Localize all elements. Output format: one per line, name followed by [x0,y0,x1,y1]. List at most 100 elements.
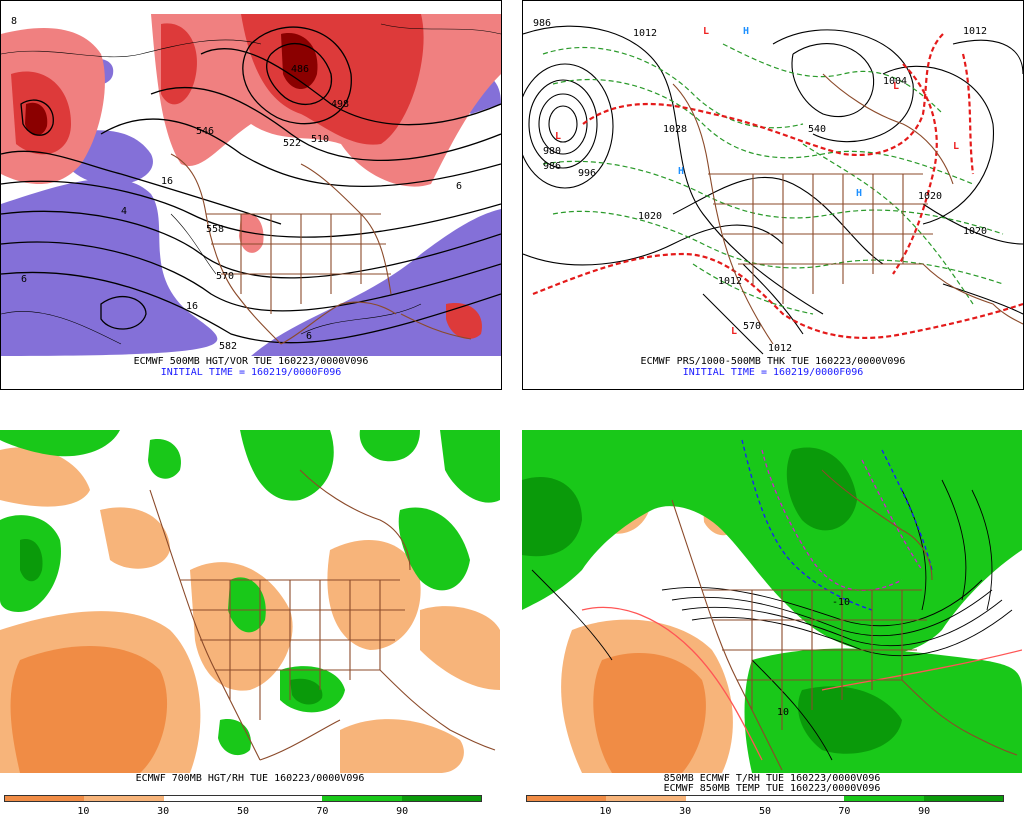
svg-text:-10: -10 [832,597,850,608]
svg-text:980: 980 [543,146,561,157]
rh-gap [580,569,609,604]
political-borders [671,469,1018,771]
panel-500mb-hgt-vor: 522 546 558 570 582 498 510 486 6 6 16 1… [0,0,502,390]
svg-text:1012: 1012 [718,276,742,287]
rh-dry-area [0,447,90,507]
svg-text:16: 16 [161,176,173,187]
svg-text:6: 6 [456,181,462,192]
political-borders [672,73,1023,345]
pressure-centers: H H H L L L L L [555,26,959,337]
svg-text:558: 558 [206,224,224,235]
rh-moist-area [228,577,266,633]
rh-moist-area [359,430,420,462]
panel-pressure-thickness: 986 1012 1028 1004 1012 1020 1020 1012 1… [522,0,1024,390]
vorticity-contours [1,23,501,345]
high-pressure-symbol: H [678,166,684,177]
svg-text:498: 498 [331,99,349,110]
isobar-labels: 986 1012 1028 1004 1012 1020 1020 1012 1… [533,18,987,354]
svg-text:4: 4 [121,206,127,217]
vorticity-negative-area [251,209,501,356]
rh-color-legend [4,795,482,802]
rh-dry-area [593,652,706,773]
high-pressure-symbol: H [856,188,862,199]
rh-moist-area [290,678,323,705]
svg-text:1012: 1012 [768,343,792,354]
svg-text:1020: 1020 [918,191,942,202]
svg-text:510: 510 [311,134,329,145]
rh-moist-area [148,439,181,479]
svg-text:10: 10 [777,707,789,718]
panel-caption: ECMWF PRS/1000-500MB THK TUE 160223/0000… [640,356,906,367]
rh-dry-area [10,646,168,773]
svg-text:486: 486 [291,64,309,75]
panel-700mb-hgt-rh: ECMWF 700MB HGT/RH TUE 160223/0000V096 1… [0,430,502,820]
svg-text:6: 6 [21,274,27,285]
initial-time-caption: INITIAL TIME = 160219/0000F096 [682,367,864,378]
rh-color-legend [526,795,1004,802]
political-borders [170,153,472,345]
vorticity-positive-area [446,303,482,339]
panel-850mb-t-rh: 10 -10 850MB ECMWF T/RH TUE 160223/0000V… [522,430,1024,820]
cold-isotherm-blue [741,439,933,611]
svg-text:1012: 1012 [963,26,987,37]
svg-text:986: 986 [543,161,561,172]
low-pressure-symbol: L [893,81,899,92]
rh-dry-area [420,606,500,690]
isobars [523,25,1023,355]
vorticity-max [25,102,48,136]
svg-text:986: 986 [533,18,551,29]
temperature-labels: 10 -10 [777,597,850,718]
rh-moist-area [20,539,43,582]
rh-moist-area [522,430,1022,654]
panel-caption-secondary: ECMWF 850MB TEMP TUE 160223/0000V096 [663,783,881,794]
low-pressure-symbol: L [953,141,959,152]
map-850mb-temp-rh: 10 -10 [522,430,1022,773]
political-borders [149,469,496,761]
svg-text:1012: 1012 [633,28,657,39]
rh-moist-area [786,447,857,531]
cold-isotherm-magenta [761,449,923,592]
svg-text:1020: 1020 [963,226,987,237]
svg-text:540: 540 [808,124,826,135]
svg-text:16: 16 [186,301,198,312]
map-700mb-rh [0,430,500,773]
low-pressure-symbol: L [555,131,561,142]
rh-dry-area [340,719,464,773]
zero-degree-isotherm [581,606,1022,761]
map-500mb-vorticity: 522 546 558 570 582 498 510 486 6 6 16 1… [1,14,501,356]
svg-text:570: 570 [743,321,761,332]
panel-caption: 850MB ECMWF T/RH TUE 160223/0000V096 [663,773,881,784]
rh-dry-area [327,540,421,650]
vorticity-negative-area [1,178,218,356]
rh-moist-area [240,430,334,501]
map-surface-pressure: 986 1012 1028 1004 1012 1020 1020 1012 1… [523,14,1023,356]
svg-text:570: 570 [216,271,234,282]
rh-moist-area [218,719,251,756]
legend-tick-labels: 10 30 50 70 90 [599,806,931,817]
legend-tick-labels: 10 30 50 70 90 [77,806,409,817]
rh-dry-area [100,507,170,569]
low-pressure-symbol: L [731,326,737,337]
rh-moist-area [522,476,582,557]
initial-time-caption: INITIAL TIME = 160219/0000F096 [160,367,342,378]
contour-labels: 522 546 558 570 582 498 510 486 6 6 16 1… [11,16,462,352]
height-contours [1,26,501,344]
rh-moist-area [440,430,500,503]
svg-text:1020: 1020 [638,211,662,222]
panel-caption: ECMWF 700MB HGT/RH TUE 160223/0000V096 [135,773,365,784]
panel-caption: ECMWF 500MB HGT/VOR TUE 160223/0000V096 [133,356,369,367]
thickness-540-570 [532,33,1023,340]
svg-text:1028: 1028 [663,124,687,135]
rh-moist-area [398,507,470,591]
svg-text:522: 522 [283,138,301,149]
svg-text:6: 6 [306,331,312,342]
rh-moist-area [0,430,120,457]
rh-moist-area [798,686,902,754]
svg-text:582: 582 [219,341,237,352]
high-pressure-symbol: H [743,26,749,37]
svg-text:8: 8 [11,16,17,27]
svg-text:996: 996 [578,168,596,179]
svg-text:546: 546 [196,126,214,137]
low-pressure-symbol: L [703,26,709,37]
svg-text:1004: 1004 [883,76,907,87]
